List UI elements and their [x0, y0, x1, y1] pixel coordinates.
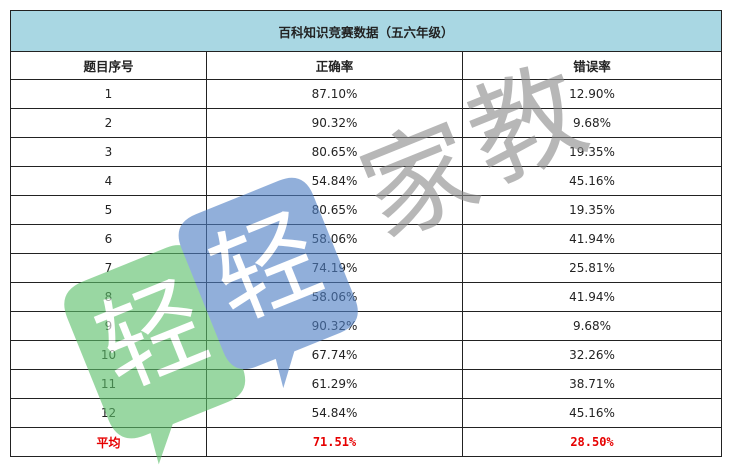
error-rate: 12.90% — [462, 79, 722, 109]
average-label: 平均 — [10, 427, 207, 457]
question-number: 4 — [10, 166, 207, 196]
error-rate: 9.68% — [462, 311, 722, 341]
error-rate: 41.94% — [462, 224, 722, 254]
header-question-number: 题目序号 — [10, 51, 207, 80]
error-rate: 45.16% — [462, 398, 722, 428]
header-row: 题目序号 正确率 错误率 — [10, 51, 722, 80]
error-rate: 19.35% — [462, 195, 722, 225]
data-table-container: 百科知识竞赛数据（五六年级） 题目序号 正确率 错误率 1 87.10% 12.90… — [10, 10, 722, 457]
question-number: 10 — [10, 340, 207, 370]
average-row: 平均 71.51% 28.50% — [10, 427, 722, 457]
question-number: 11 — [10, 369, 207, 399]
title-row: 百科知识竞赛数据（五六年级） — [10, 10, 722, 52]
table-row: 8 58.06% 41.94% — [10, 282, 722, 312]
header-correct-rate: 正确率 — [206, 51, 463, 80]
correct-rate: 74.19% — [206, 253, 463, 283]
question-number: 2 — [10, 108, 207, 138]
quiz-data-table: 百科知识竞赛数据（五六年级） 题目序号 正确率 错误率 1 87.10% 12.90… — [10, 10, 722, 457]
correct-rate: 54.84% — [206, 398, 463, 428]
table-row: 6 58.06% 41.94% — [10, 224, 722, 254]
error-rate: 9.68% — [462, 108, 722, 138]
average-correct-rate: 71.51% — [206, 427, 463, 457]
header-error-rate: 错误率 — [462, 51, 722, 80]
table-row: 11 61.29% 38.71% — [10, 369, 722, 399]
table-row: 10 67.74% 32.26% — [10, 340, 722, 370]
correct-rate: 58.06% — [206, 282, 463, 312]
table-title: 百科知识竞赛数据（五六年级） — [10, 10, 722, 52]
correct-rate: 87.10% — [206, 79, 463, 109]
table-row: 1 87.10% 12.90% — [10, 79, 722, 109]
error-rate: 25.81% — [462, 253, 722, 283]
question-number: 9 — [10, 311, 207, 341]
table-row: 3 80.65% 19.35% — [10, 137, 722, 167]
question-number: 12 — [10, 398, 207, 428]
table-row: 2 90.32% 9.68% — [10, 108, 722, 138]
question-number: 8 — [10, 282, 207, 312]
error-rate: 38.71% — [462, 369, 722, 399]
table-row: 9 90.32% 9.68% — [10, 311, 722, 341]
table-row: 7 74.19% 25.81% — [10, 253, 722, 283]
correct-rate: 90.32% — [206, 108, 463, 138]
correct-rate: 58.06% — [206, 224, 463, 254]
question-number: 5 — [10, 195, 207, 225]
error-rate: 19.35% — [462, 137, 722, 167]
correct-rate: 80.65% — [206, 137, 463, 167]
question-number: 3 — [10, 137, 207, 167]
table-row: 5 80.65% 19.35% — [10, 195, 722, 225]
correct-rate: 61.29% — [206, 369, 463, 399]
table-row: 4 54.84% 45.16% — [10, 166, 722, 196]
correct-rate: 80.65% — [206, 195, 463, 225]
error-rate: 45.16% — [462, 166, 722, 196]
error-rate: 32.26% — [462, 340, 722, 370]
error-rate: 41.94% — [462, 282, 722, 312]
question-number: 1 — [10, 79, 207, 109]
question-number: 7 — [10, 253, 207, 283]
correct-rate: 54.84% — [206, 166, 463, 196]
correct-rate: 90.32% — [206, 311, 463, 341]
correct-rate: 67.74% — [206, 340, 463, 370]
average-error-rate: 28.50% — [462, 427, 722, 457]
table-row: 12 54.84% 45.16% — [10, 398, 722, 428]
question-number: 6 — [10, 224, 207, 254]
